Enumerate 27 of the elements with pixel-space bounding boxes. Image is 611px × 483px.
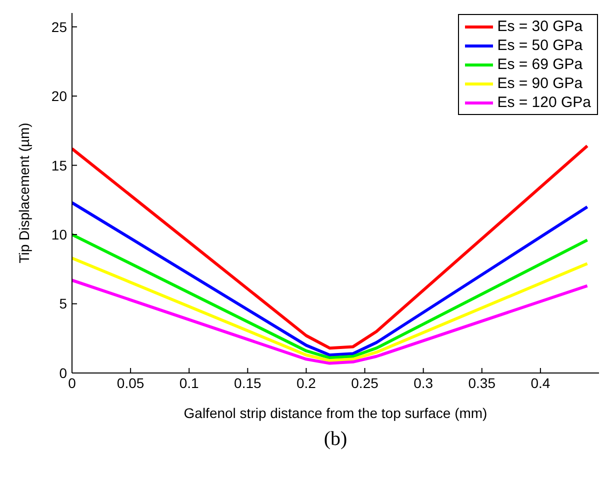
y-tick-label: 10: [51, 226, 68, 243]
text: (b): [322, 428, 348, 451]
y-tick-label: 25: [51, 18, 68, 35]
legend-label: Es = 30 GPa: [497, 17, 583, 36]
line-series: [72, 233, 589, 360]
y-axis-title: Tip Displacement (µm): [16, 122, 32, 264]
x-tick-label: 0.25: [351, 374, 379, 391]
y-tick-label: 15: [51, 157, 68, 174]
x-tick-label: 0.4: [530, 374, 550, 391]
x-axis-title: Galfenol strip distance from the top surface (mm): [184, 405, 488, 421]
x-tick-label: 0.05: [116, 374, 144, 391]
y-tick-label: 0: [59, 364, 68, 381]
x-tick-label: 0.3: [414, 374, 434, 391]
y-tick-label: 20: [51, 88, 68, 104]
y-tick-label: 5: [59, 296, 68, 312]
legend-label: Es = 69 GPa: [497, 55, 583, 74]
x-tick-label: 0.35: [468, 374, 496, 391]
x-tick-label: 0.15: [234, 374, 262, 391]
line-series: [72, 278, 589, 365]
x-tick-label: 0.1: [179, 374, 200, 391]
legend-label: Es = 50 GPa: [497, 36, 583, 55]
legend-label: Es = 90 GPa: [497, 74, 583, 93]
line-series: [72, 256, 589, 362]
line-series: [72, 201, 589, 356]
x-tick-label: 0.2: [296, 374, 316, 391]
line-series: [72, 144, 589, 350]
legend-label: Es = 120 GPa: [497, 93, 591, 112]
